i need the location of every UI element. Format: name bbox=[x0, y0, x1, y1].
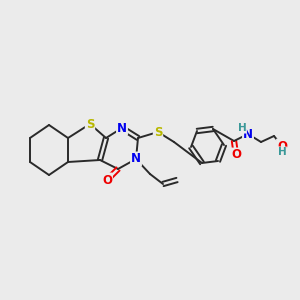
Text: N: N bbox=[117, 122, 127, 134]
Text: O: O bbox=[277, 140, 287, 152]
Text: S: S bbox=[86, 118, 94, 130]
Text: N: N bbox=[243, 128, 253, 140]
Text: H: H bbox=[278, 147, 286, 157]
Text: O: O bbox=[102, 173, 112, 187]
Text: H: H bbox=[238, 123, 246, 133]
Text: O: O bbox=[231, 148, 241, 161]
Text: N: N bbox=[131, 152, 141, 166]
Text: S: S bbox=[154, 125, 162, 139]
